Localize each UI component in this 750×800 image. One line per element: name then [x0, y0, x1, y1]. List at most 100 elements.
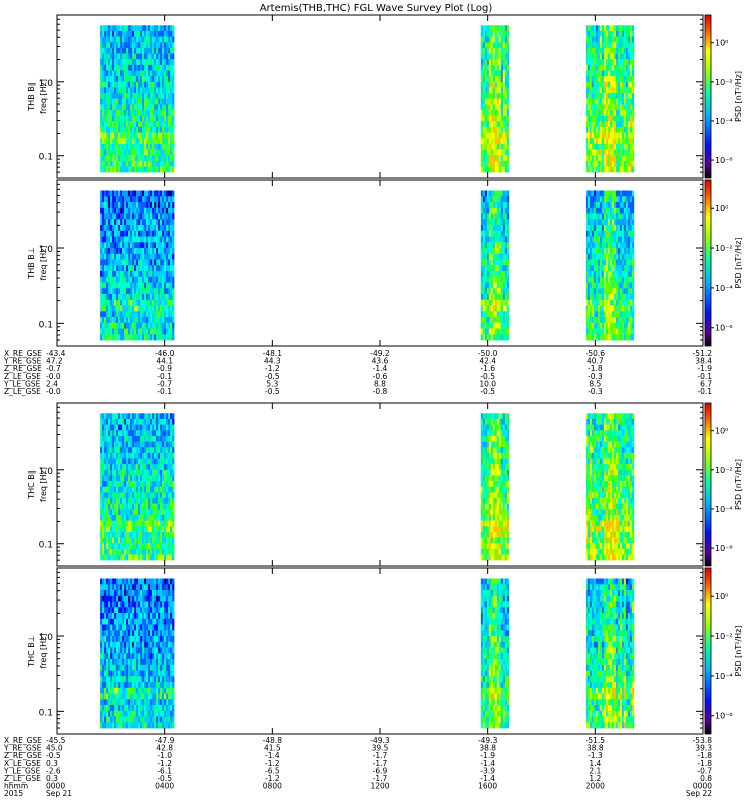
spectrogram-cell	[623, 294, 627, 301]
spectrogram-cell	[148, 498, 151, 504]
spectrogram-cell	[104, 419, 107, 425]
spectrogram-cell	[132, 265, 135, 272]
spectrogram-cell	[168, 413, 171, 420]
spectrogram-cell	[599, 87, 603, 94]
spectrogram-cell	[130, 70, 133, 77]
spectrogram-cell	[152, 25, 155, 32]
spectrogram-cell	[128, 288, 131, 295]
spectrogram-cell	[122, 481, 125, 487]
spectrogram-cell	[170, 115, 173, 122]
spectrogram-cell	[599, 36, 603, 43]
spectrogram-cell	[130, 481, 133, 487]
spectrogram-cell	[120, 110, 123, 116]
spectrogram-cell	[164, 196, 167, 203]
spectrogram-cell	[595, 207, 599, 214]
spectrogram-cell	[158, 138, 161, 145]
spectrogram-cell	[156, 419, 159, 425]
spectrogram-cell	[122, 441, 125, 448]
spectrogram-cell	[623, 93, 627, 99]
spectrogram-cell	[488, 104, 492, 111]
spectrogram-cell	[122, 236, 125, 243]
spectrogram-cell	[609, 121, 613, 128]
spectrogram-cell	[140, 430, 143, 437]
spectrogram-cell	[484, 271, 488, 278]
spectrogram-cell	[601, 242, 605, 249]
spectrogram-cell	[490, 25, 494, 32]
spectrogram-cell	[599, 160, 603, 167]
spectrogram-cell	[480, 132, 484, 139]
spectrogram-cell	[146, 424, 149, 431]
spectrogram-cell	[494, 87, 498, 94]
spectrogram-cell	[128, 475, 131, 482]
spectrogram-cell	[484, 115, 488, 122]
spectrogram-cell	[148, 190, 151, 197]
spectrogram-cell	[100, 253, 103, 260]
spectrogram-cell	[170, 138, 173, 145]
spectrogram-cell	[132, 526, 135, 533]
spectrogram-cell	[102, 498, 105, 504]
spectrogram-cell	[496, 253, 500, 260]
spectrogram-cell	[104, 115, 107, 122]
spectrogram-cell	[134, 265, 137, 272]
spectrogram-cell	[623, 265, 627, 272]
spectrogram-cell	[482, 166, 486, 173]
spectrogram-cell	[625, 104, 629, 111]
spectrogram-cell	[148, 424, 151, 431]
spectrogram-cell	[172, 143, 175, 150]
spectrogram-cell	[498, 115, 502, 122]
spectrogram-cell	[156, 253, 159, 260]
spectrogram-cell	[146, 225, 149, 232]
spectrogram-cell	[595, 253, 599, 260]
spectrogram-cell	[496, 328, 500, 335]
spectrogram-cell	[587, 70, 591, 77]
spectrogram-cell	[138, 282, 141, 289]
spectrogram-cell	[609, 31, 613, 37]
spectrogram-cell	[591, 299, 595, 306]
spectrogram-cell	[122, 115, 125, 122]
spectrogram-cell	[166, 253, 169, 260]
spectrogram-cell	[615, 87, 619, 94]
spectrogram-cell	[605, 64, 609, 71]
spectrogram-cell	[132, 93, 135, 99]
spectrogram-cell	[480, 98, 484, 105]
spectrogram-cell	[122, 492, 125, 499]
spectrogram-cell	[122, 64, 125, 71]
spectrogram-cell	[486, 271, 490, 278]
spectrogram-cell	[132, 104, 135, 111]
spectrogram-cell	[613, 196, 617, 203]
spectrogram-cell	[104, 53, 107, 60]
spectrogram-cell	[124, 464, 127, 470]
spectrogram-cell	[506, 98, 510, 105]
spectrogram-cell	[118, 276, 121, 283]
spectrogram-cell	[136, 166, 139, 173]
spectrogram-cell	[613, 299, 617, 306]
spectrogram-cell	[166, 317, 169, 324]
spectrogram-cell	[160, 225, 163, 232]
spectrogram-cell	[486, 98, 490, 105]
spectrogram-cell	[585, 288, 589, 295]
spectrogram-cell	[144, 531, 147, 538]
spectrogram-cell	[140, 464, 143, 470]
spectrogram-cell	[617, 70, 621, 77]
spectrogram-cell	[496, 81, 500, 88]
spectrogram-cell	[132, 53, 135, 60]
spectrogram-cell	[623, 47, 627, 54]
spectrogram-cell	[134, 509, 137, 516]
spectrogram-cell	[587, 87, 591, 94]
spectrogram-cell	[498, 25, 502, 32]
spectrogram-cell	[597, 317, 601, 324]
spectrogram-cell	[156, 458, 159, 465]
spectrogram-cell	[118, 430, 121, 437]
spectrogram-cell	[154, 526, 157, 533]
spectrogram-cell	[118, 447, 121, 454]
spectrogram-cell	[102, 59, 105, 66]
spectrogram-cell	[104, 143, 107, 150]
spectrogram-cell	[480, 225, 484, 232]
spectrogram-cell	[597, 166, 601, 173]
spectrogram-cell	[108, 143, 111, 150]
spectrogram-cell	[607, 31, 611, 37]
spectrogram-cell	[591, 253, 595, 260]
spectrogram-cell	[162, 242, 165, 249]
spectrogram-cell	[603, 305, 607, 312]
spectrogram-cell	[122, 515, 125, 521]
